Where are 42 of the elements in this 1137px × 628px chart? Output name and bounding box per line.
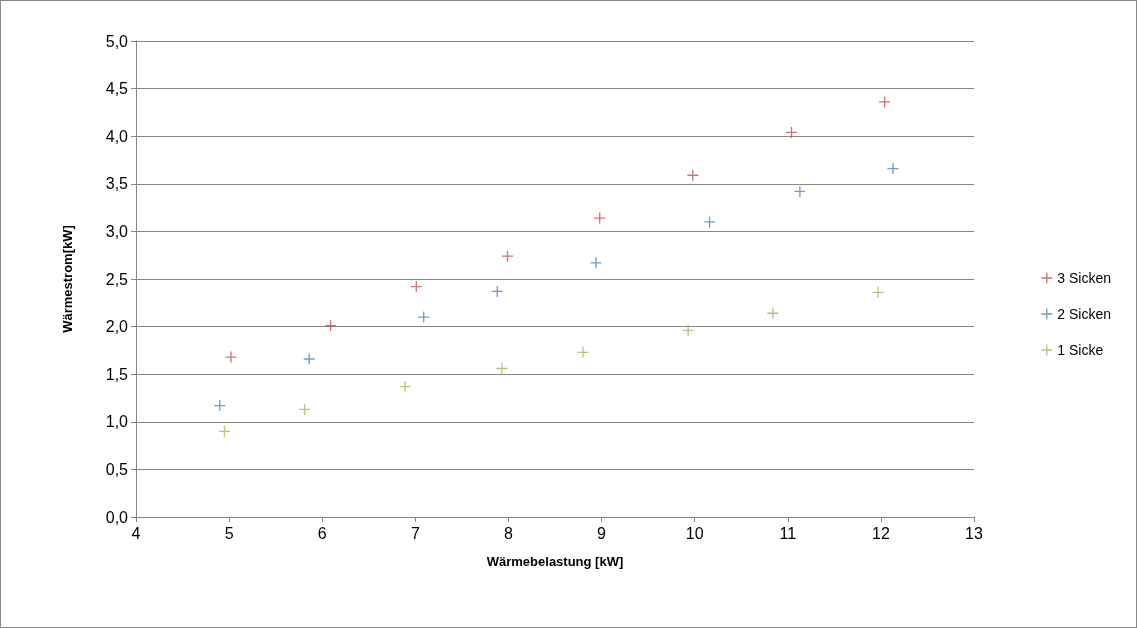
legend-label: 3 Sicken (1057, 270, 1112, 286)
x-tick-label: 8 (503, 524, 513, 542)
x-axis-title: Wärmebelastung [kW] (486, 554, 624, 569)
y-tick-label: 5,0 (105, 32, 129, 50)
y-tick-label: 3,5 (105, 175, 129, 193)
y-tick-label: 0,5 (105, 460, 129, 478)
x-tick-label: 5 (224, 524, 234, 542)
x-tick-label: 6 (317, 524, 327, 542)
point (872, 286, 884, 298)
point (496, 362, 508, 374)
point (577, 346, 589, 358)
point (594, 212, 606, 224)
y-tick-label: 0,0 (105, 508, 129, 526)
point (418, 311, 430, 323)
y-tick-label: 4,5 (105, 80, 129, 98)
point (767, 307, 779, 319)
x-tick-label: 11 (779, 524, 797, 542)
point (303, 353, 315, 365)
y-tick-label: 1,5 (105, 365, 129, 383)
x-tick-label: 12 (871, 524, 890, 542)
point (879, 96, 891, 108)
y-tick-label: 4,0 (105, 127, 129, 145)
legend-label: 1 Sicke (1057, 342, 1104, 358)
y-tick-label: 2,0 (105, 318, 129, 336)
point (399, 381, 411, 393)
point (887, 163, 899, 175)
legend-label: 2 Sicken (1057, 306, 1112, 322)
y-axis-title: Wärmestrom[kW] (60, 225, 75, 333)
point (590, 257, 602, 269)
x-tick-label: 9 (597, 524, 607, 542)
x-tick-label: 13 (965, 524, 983, 542)
point (502, 250, 514, 262)
y-tick-label: 3,0 (105, 222, 129, 240)
point (225, 351, 237, 363)
point (682, 324, 694, 336)
y-tick-label: 2,5 (105, 270, 129, 288)
point (794, 185, 806, 197)
y-tick-label: 1,0 (105, 413, 129, 431)
x-tick-label: 10 (685, 524, 704, 542)
x-tick-label: 4 (131, 524, 141, 542)
point (704, 216, 716, 228)
x-tick-label: 7 (410, 524, 420, 542)
